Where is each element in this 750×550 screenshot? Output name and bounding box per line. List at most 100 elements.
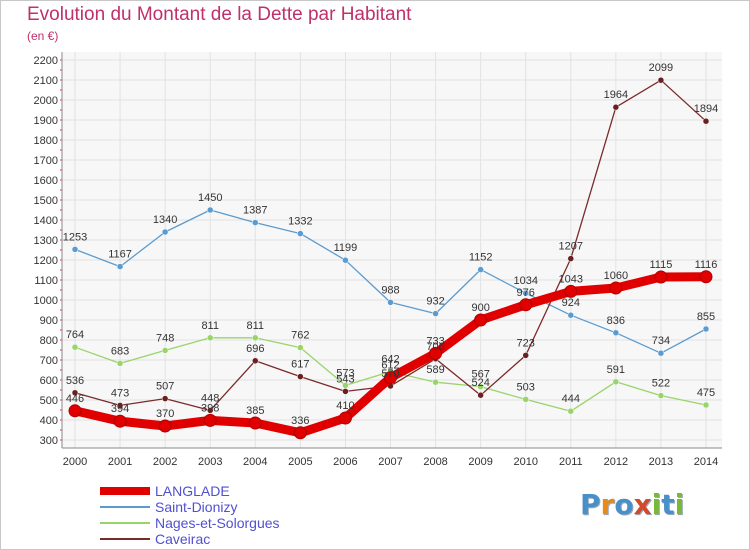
data-point: [657, 349, 665, 357]
y-tick-label: 2200: [34, 55, 58, 67]
data-point: [477, 391, 484, 399]
data-label: 385: [246, 405, 264, 417]
data-label: 1034: [513, 275, 537, 287]
data-point: [567, 255, 575, 262]
data-point: [71, 246, 79, 253]
data-point: [474, 313, 488, 327]
legend-swatch: [100, 538, 150, 540]
y-tick-label: 1100: [34, 275, 58, 287]
x-tick-label: 2005: [288, 456, 312, 468]
data-label: 976: [517, 287, 535, 299]
data-point: [203, 413, 217, 427]
legend-swatch: [100, 522, 150, 524]
data-label: 900: [471, 302, 489, 314]
legend-label: Nages-et-Solorgues: [155, 515, 280, 531]
x-tick-label: 2014: [694, 456, 718, 468]
data-point: [161, 347, 169, 354]
y-tick-label: 1000: [34, 295, 58, 307]
data-label: 696: [246, 343, 264, 355]
data-point: [612, 329, 620, 337]
x-tick-label: 2006: [333, 456, 357, 468]
data-point: [113, 414, 127, 428]
data-point: [477, 266, 484, 273]
data-point: [206, 334, 214, 342]
legend-label: LANGLADE: [155, 483, 230, 499]
data-label: 836: [607, 315, 625, 327]
data-point: [116, 360, 124, 367]
data-label: 2099: [649, 62, 673, 74]
data-label: 1207: [559, 241, 583, 253]
y-tick-label: 300: [40, 435, 58, 447]
x-tick-label: 2009: [468, 456, 492, 468]
data-point: [161, 228, 169, 236]
data-label: 473: [111, 387, 129, 399]
data-point: [702, 117, 710, 125]
x-tick-label: 2004: [243, 456, 267, 468]
data-point: [477, 383, 484, 390]
data-label: 1450: [198, 192, 222, 204]
data-label: 734: [652, 335, 670, 347]
data-point: [293, 426, 307, 440]
data-point: [429, 346, 443, 360]
y-tick-label: 2100: [34, 75, 58, 87]
logo-letter: i: [674, 488, 685, 521]
legend-item: Saint-Dionizy: [100, 499, 360, 515]
data-label: 642: [381, 354, 399, 366]
data-point: [432, 310, 439, 317]
data-point: [297, 230, 304, 237]
data-point: [252, 334, 259, 342]
data-label: 811: [247, 320, 265, 332]
legend-item: LANGLADE: [100, 483, 360, 499]
data-point: [252, 219, 259, 226]
data-point: [206, 206, 214, 214]
data-point: [609, 281, 623, 295]
data-label: 336: [291, 415, 309, 427]
data-point: [297, 344, 304, 351]
data-label: 524: [471, 377, 489, 389]
data-point: [342, 256, 349, 264]
data-label: 1167: [108, 249, 132, 261]
chart-unit-label: (en €): [27, 29, 59, 43]
data-label: 612: [381, 360, 399, 372]
data-label: 683: [111, 345, 129, 357]
data-point: [519, 298, 533, 312]
data-label: 1116: [695, 259, 718, 271]
data-point: [116, 263, 124, 270]
y-tick-label: 800: [40, 335, 58, 347]
data-label: 723: [517, 337, 535, 349]
y-tick-label: 1400: [34, 215, 58, 227]
data-label: 448: [201, 392, 219, 404]
legend-swatch: [100, 487, 150, 495]
data-point: [522, 352, 529, 359]
data-label: 570: [381, 368, 399, 380]
y-tick-label: 1800: [34, 135, 58, 147]
data-label: 536: [66, 375, 84, 387]
data-point: [338, 411, 352, 425]
data-label: 1060: [604, 270, 628, 282]
data-point: [522, 289, 529, 297]
legend-swatch: [100, 506, 150, 508]
data-label: 1340: [153, 214, 177, 226]
data-label: 811: [201, 320, 219, 332]
data-label: 446: [66, 393, 84, 405]
data-point: [564, 284, 578, 298]
data-label: 764: [66, 329, 84, 341]
data-point: [657, 392, 665, 399]
data-label: 855: [697, 311, 715, 323]
data-point: [248, 416, 262, 430]
data-label: 1043: [559, 273, 583, 285]
data-point: [612, 103, 620, 111]
logo-letter: i: [651, 488, 662, 521]
data-label: 1152: [469, 252, 493, 264]
data-point: [699, 270, 713, 284]
data-label: 1964: [604, 89, 628, 101]
chart-legend: LANGLADE Saint-Dionizy Nages-et-Solorgues C…: [100, 483, 360, 547]
data-label: 543: [336, 373, 354, 385]
x-tick-label: 2003: [198, 456, 222, 468]
data-point: [158, 419, 172, 433]
data-label: 733: [426, 335, 444, 347]
data-label: 924: [562, 297, 580, 309]
data-label: 748: [156, 332, 174, 344]
y-tick-label: 700: [40, 355, 58, 367]
data-label: 507: [156, 381, 174, 393]
